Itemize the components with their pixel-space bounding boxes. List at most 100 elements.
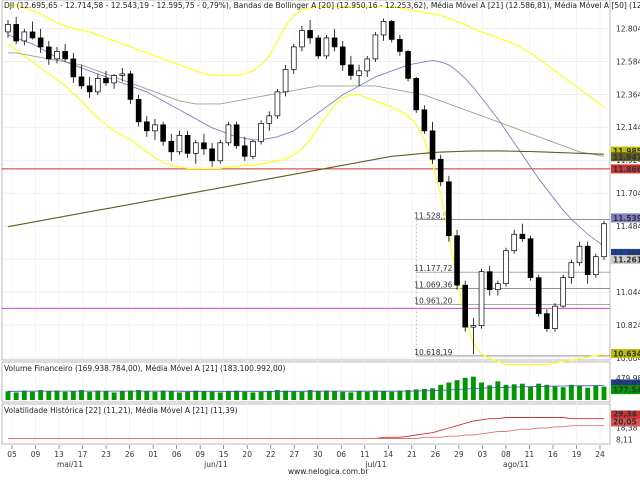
volume-bar (111, 392, 117, 400)
month-label: jul/11 (365, 460, 387, 469)
volume-bar (30, 391, 35, 400)
volume-ma-line (8, 385, 605, 392)
date-axis (0, 445, 640, 478)
date-tick-label: 08 (501, 450, 511, 459)
volume-bar (315, 391, 321, 400)
volume-bar (217, 392, 223, 400)
candle-up (601, 223, 607, 258)
date-tick-label: 05 (7, 450, 17, 459)
volume-bar (430, 388, 435, 400)
volume-bar (119, 391, 125, 400)
volume-bar (160, 390, 166, 400)
date-tick-label: 20 (242, 450, 252, 459)
date-tick-label: 06 (337, 450, 347, 459)
candle-up (503, 250, 509, 285)
price-tick-label: 11.044 (616, 288, 640, 297)
volume-bar (585, 387, 591, 400)
date-tick-label: 23 (101, 450, 111, 459)
support-lines (2, 168, 610, 309)
date-tick-label: 11 (525, 450, 535, 459)
volume-badge (611, 379, 640, 389)
volume-bar (446, 382, 452, 400)
ma50-line (8, 52, 605, 157)
candle-down (454, 235, 460, 286)
footer-url: www.nelogica.com.br (288, 467, 369, 476)
candle-up (111, 75, 117, 84)
candle-down (13, 24, 19, 42)
date-ticks: 05 09 13 17 23 26 01 06 09 15 20 22 27 30 06 11 14 21 26 29… (7, 445, 605, 469)
candle-up (54, 51, 60, 60)
volume-bar (421, 388, 427, 400)
candle-up (225, 124, 232, 144)
month-label: ago/11 (503, 460, 529, 469)
candle-up (356, 70, 362, 76)
candle-down (535, 277, 542, 314)
volume-bar (323, 390, 329, 400)
candle-down (405, 51, 411, 79)
main-title: DJI (12.695,65 - 12.714,58 - 12.543,19 -… (4, 1, 640, 10)
candle-down (486, 271, 493, 291)
candle-down (46, 46, 52, 60)
volatility-ma-line (8, 425, 604, 439)
volume-bar (291, 391, 297, 400)
volume-bar (511, 384, 517, 400)
bollinger-lower-line (7, 43, 605, 366)
volume-bar (552, 386, 558, 400)
bollinger-upper-line (8, 4, 605, 108)
date-tick-label: 26 (125, 450, 135, 459)
date-tick-label: 09 (31, 450, 41, 459)
candle-up (95, 78, 101, 93)
candle-down (201, 142, 207, 150)
price-badge-label: 11.947 (613, 153, 640, 162)
volume-bar (487, 385, 493, 400)
candle-down (421, 109, 428, 132)
volat-badge-label-2: 20,05 (613, 418, 637, 427)
volume-bar (242, 391, 248, 400)
volume-bar (46, 391, 52, 400)
candle-up (258, 122, 264, 142)
candle-down (544, 313, 550, 329)
candle-down (184, 134, 191, 154)
volume-bar (389, 391, 395, 400)
price-tick-label: 12.364 (616, 90, 640, 99)
date-tick-label: 13 (54, 450, 64, 459)
volume-bar (38, 390, 44, 400)
volume-title: Volume Financeiro (169.938.784,00), Médi… (4, 364, 286, 373)
price-panel (0, 0, 640, 362)
volume-bar (397, 390, 403, 400)
price-tick-label: 10.604 (616, 354, 640, 363)
volume-bar (274, 390, 280, 400)
candle-down (397, 39, 403, 52)
candle-down (307, 30, 313, 39)
volat-badge-2 (611, 418, 640, 427)
volume-bar (258, 391, 264, 400)
volume-bar (283, 390, 289, 400)
candle-up (274, 91, 281, 117)
volume-bar (340, 391, 346, 400)
volume-plot-frame (1, 361, 611, 403)
volume-bar (364, 391, 370, 400)
candle-up (495, 283, 501, 291)
volat-tick-label: 18,38 (616, 424, 638, 433)
volume-bar (62, 391, 68, 400)
fib-level-label: 11.528,53 (414, 212, 452, 221)
candle-up (576, 245, 583, 264)
date-tick-label: 14 (384, 450, 394, 459)
fib-level-label: 11.177,72 (414, 264, 452, 273)
volume-bar (185, 391, 191, 400)
candle-down (135, 99, 142, 123)
price-badge (611, 213, 640, 223)
volume-bar (193, 390, 199, 400)
candle-up (372, 34, 379, 60)
volume-bar (152, 391, 158, 400)
candle-up (250, 140, 256, 157)
volume-bar (54, 390, 60, 400)
candle-down (519, 233, 526, 240)
date-tick-label: 17 (78, 450, 88, 459)
candle-up (380, 21, 387, 36)
candle-down (584, 245, 591, 276)
date-tick-label: 27 (289, 450, 299, 459)
